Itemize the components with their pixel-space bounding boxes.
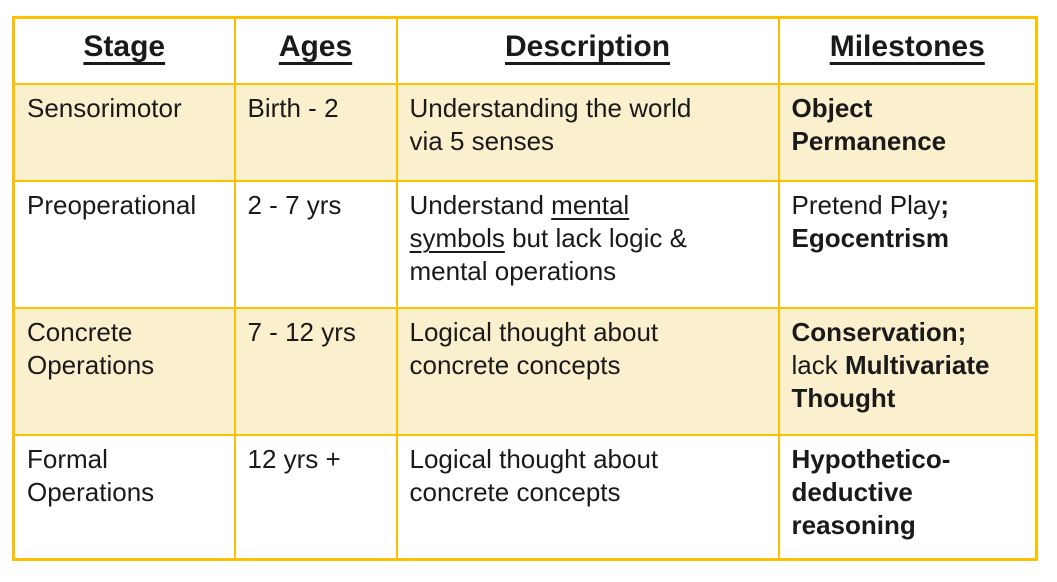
text-segment: Thought xyxy=(791,383,896,414)
text-segment: concrete concepts xyxy=(409,350,621,381)
cell-stage: Concrete Operations xyxy=(12,307,236,437)
cell-ages: Birth - 2 xyxy=(233,82,398,183)
text-segment: Multivariate xyxy=(844,350,990,381)
table-body: Sensorimotor Birth - 2 Understanding the w… xyxy=(12,82,1038,561)
cell-ages: 2 - 7 yrs xyxy=(233,180,398,310)
cell-description: Logical thought about concrete concepts xyxy=(395,434,780,561)
text-segment: Conservation; xyxy=(791,317,967,348)
text-segment: lack xyxy=(791,350,845,381)
text-segment: mental xyxy=(551,190,630,221)
text-segment: symbols xyxy=(409,223,505,254)
text-segment: mental operations xyxy=(409,256,617,287)
text-segment: Operations xyxy=(27,477,155,508)
cell-stage: Formal Operations xyxy=(12,434,236,561)
cell-milestones: Pretend Play; Egocentrism xyxy=(777,180,1038,310)
text-segment: Pretend Play xyxy=(791,190,941,221)
text-segment: via 5 senses xyxy=(409,125,555,156)
text-segment: ; xyxy=(940,190,950,221)
table-row: Preoperational 2 - 7 yrs Understand mental… xyxy=(12,180,1038,310)
text-segment: Logical thought about xyxy=(409,444,659,475)
text-segment: 7 - 12 yrs xyxy=(247,317,356,348)
text-segment: deductive xyxy=(791,477,913,508)
cell-milestones: Hypothetico-deductive reasoning xyxy=(777,434,1038,561)
table-row: Concrete Operations 7 - 12 yrs Logical thou… xyxy=(12,307,1038,437)
text-segment: Preoperational xyxy=(27,190,197,221)
text-segment: 2 - 7 yrs xyxy=(247,190,342,221)
table-row: Formal Operations 12 yrs + Logical thought … xyxy=(12,434,1038,561)
cell-description: Logical thought about concrete concepts xyxy=(395,307,780,437)
text-segment: 12 yrs + xyxy=(247,444,341,475)
text-segment: Hypothetico- xyxy=(791,444,951,475)
text-segment: Understand xyxy=(409,190,552,221)
text-segment: but lack logic & xyxy=(504,223,687,254)
text-segment: Birth - 2 xyxy=(247,92,339,123)
cell-stage: Sensorimotor xyxy=(12,82,236,183)
text-segment: Understanding the world xyxy=(409,92,692,123)
table-row: Sensorimotor Birth - 2 Understanding the w… xyxy=(12,82,1038,183)
cell-milestones: Conservation; lack Multivariate Thought xyxy=(777,307,1038,437)
text-segment: Egocentrism xyxy=(791,223,950,254)
cell-milestones: Object Permanence xyxy=(777,82,1038,183)
header-milestones: Milestones xyxy=(777,16,1038,85)
piaget-stages-table: Stage Ages Description Milestones Sensor… xyxy=(12,16,1038,561)
text-segment: Concrete xyxy=(27,317,133,348)
text-segment: concrete concepts xyxy=(409,477,621,508)
text-segment: Formal xyxy=(27,444,108,475)
text-segment: Operations xyxy=(27,350,155,381)
cell-ages: 7 - 12 yrs xyxy=(233,307,398,437)
text-segment: Permanence xyxy=(791,125,947,156)
cell-ages: 12 yrs + xyxy=(233,434,398,561)
cell-description: Understanding the world via 5 senses xyxy=(395,82,780,183)
header-description: Description xyxy=(395,16,780,85)
text-segment: reasoning xyxy=(791,510,916,541)
cell-description: Understand mental symbols but lack logic … xyxy=(395,180,780,310)
text-segment: Logical thought about xyxy=(409,317,659,348)
header-ages: Ages xyxy=(233,16,398,85)
header-stage: Stage xyxy=(12,16,236,85)
cell-stage: Preoperational xyxy=(12,180,236,310)
table-header-row: Stage Ages Description Milestones xyxy=(12,16,1038,85)
text-segment: Sensorimotor xyxy=(27,92,182,123)
text-segment: Object xyxy=(791,92,873,123)
